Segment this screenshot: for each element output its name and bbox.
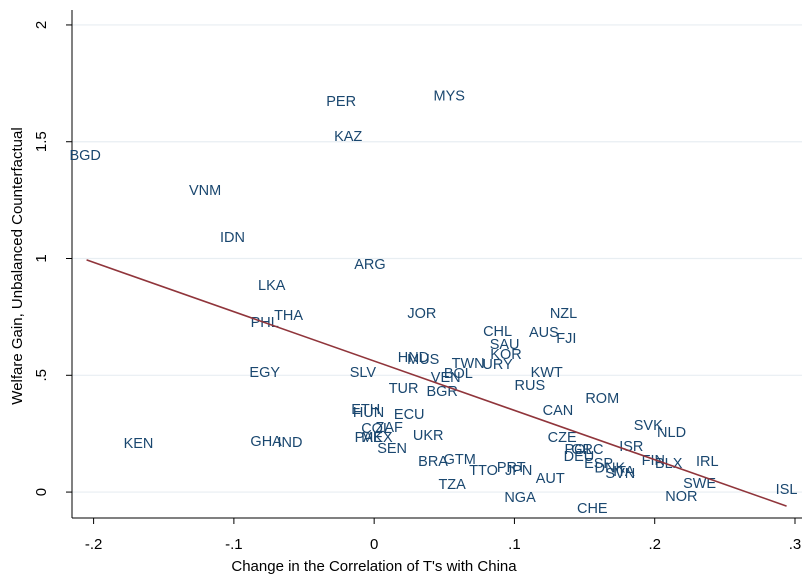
point-label: COL <box>361 421 391 437</box>
point-label: CHL <box>483 324 512 340</box>
point-label: MYS <box>433 89 464 105</box>
point-label: SAU <box>490 337 520 353</box>
point-label: AUT <box>536 471 565 487</box>
x-tick-label: 0 <box>370 536 378 553</box>
point-label: KWT <box>531 365 563 381</box>
point-label: VEN <box>431 370 461 386</box>
y-axis-title: Welfare Gain, Unbalanced Counterfactual <box>9 127 26 404</box>
point-label: JOR <box>407 306 436 322</box>
point-label: KEN <box>124 436 154 452</box>
point-label: CHE <box>577 501 608 517</box>
y-tick-label: 1.5 <box>33 131 50 152</box>
point-label: IND <box>277 435 302 451</box>
y-tick-label: 2 <box>33 21 50 29</box>
point-label: ESP <box>584 456 613 472</box>
x-tick-label: -.2 <box>85 536 103 553</box>
point-label: NLD <box>657 425 686 441</box>
point-label: PAK <box>355 430 383 446</box>
point-label: TUR <box>389 381 419 397</box>
point-label: ARG <box>354 257 385 273</box>
point-label: POL <box>564 442 593 458</box>
point-label: ZAF <box>375 420 403 436</box>
point-label: UKR <box>413 428 444 444</box>
point-label: NZL <box>550 306 577 322</box>
point-label: HND <box>398 350 429 366</box>
point-label: JPN <box>505 463 532 479</box>
point-label: AUS <box>529 325 559 341</box>
fit-line <box>86 259 787 507</box>
point-label: THA <box>274 308 303 324</box>
point-label: GRC <box>571 442 603 458</box>
point-label: ROM <box>585 391 619 407</box>
point-label: NGA <box>504 490 536 506</box>
point-label: TZA <box>438 477 466 493</box>
point-label: TTO <box>469 463 498 479</box>
point-label: TWN <box>452 356 485 372</box>
point-label: GTM <box>444 452 476 468</box>
x-tick-label: .2 <box>648 536 661 553</box>
point-label: KOR <box>490 347 521 363</box>
point-label: VNM <box>189 183 221 199</box>
point-label: ITA <box>613 464 635 480</box>
point-label: FJI <box>556 331 576 347</box>
point-label: EGY <box>249 365 280 381</box>
point-label: PRT <box>497 460 526 476</box>
point-label: SWE <box>683 476 716 492</box>
x-axis-title: Change in the Correlation of T's with Ch… <box>231 558 517 575</box>
point-label: ETH <box>351 402 380 418</box>
point-label: IDN <box>220 230 245 246</box>
point-label: NOR <box>665 489 697 505</box>
point-label: PER <box>326 94 356 110</box>
point-label: SVK <box>634 418 663 434</box>
point-label: CZE <box>548 430 577 446</box>
x-tick-label: .1 <box>508 536 521 553</box>
x-tick-label: .3 <box>789 536 802 553</box>
point-label: KAZ <box>334 129 362 145</box>
point-label: BRA <box>418 454 448 470</box>
point-label: ISR <box>619 439 643 455</box>
point-label: GHA <box>250 434 282 450</box>
point-label: SLV <box>350 365 377 381</box>
point-label: DNK <box>595 461 626 477</box>
point-label: CAN <box>543 403 574 419</box>
point-label: MUS <box>407 352 439 368</box>
point-label: ISL <box>776 482 798 498</box>
x-tick-label: -.1 <box>225 536 243 553</box>
point-label: RUS <box>515 378 546 394</box>
y-tick-label: 0 <box>33 488 50 496</box>
point-label: BGR <box>426 384 457 400</box>
y-tick-label: .5 <box>33 369 50 382</box>
point-label: ECU <box>394 407 425 423</box>
point-label: BGD <box>69 148 100 164</box>
point-label: HUN <box>353 405 384 421</box>
point-label: MEX <box>361 430 393 446</box>
point-label: DEU <box>564 449 595 465</box>
y-tick-label: 1 <box>33 254 50 262</box>
point-label: BOL <box>444 366 473 382</box>
point-label: LKA <box>258 278 286 294</box>
point-label: SVN <box>605 466 635 482</box>
point-label: SEN <box>377 441 407 457</box>
point-label: URY <box>482 357 513 373</box>
point-label: IRL <box>696 454 719 470</box>
